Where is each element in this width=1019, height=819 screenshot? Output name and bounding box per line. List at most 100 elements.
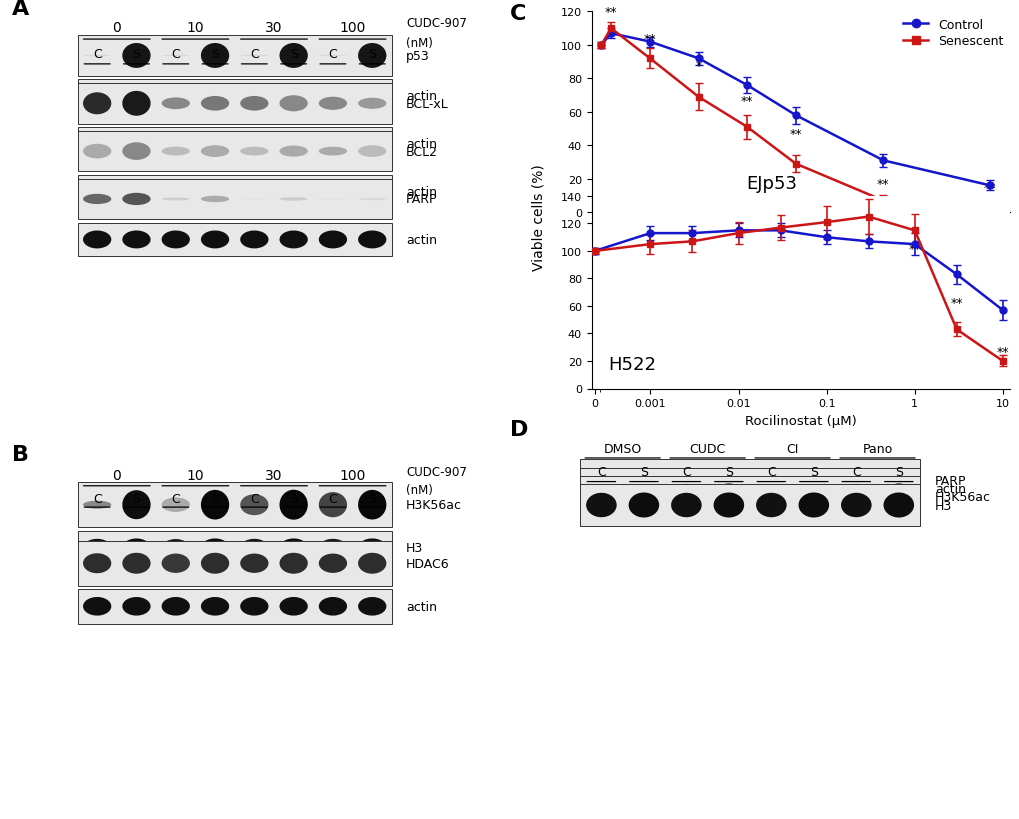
Ellipse shape bbox=[239, 88, 268, 106]
Ellipse shape bbox=[122, 231, 151, 249]
Bar bbox=[77, 590, 391, 624]
Ellipse shape bbox=[358, 136, 386, 154]
Ellipse shape bbox=[122, 539, 151, 558]
Ellipse shape bbox=[319, 231, 346, 249]
Ellipse shape bbox=[161, 56, 190, 57]
Text: BCL-xL: BCL-xL bbox=[406, 97, 448, 111]
Text: C: C bbox=[851, 466, 860, 479]
Ellipse shape bbox=[83, 554, 111, 573]
Ellipse shape bbox=[239, 136, 268, 154]
Text: 10: 10 bbox=[186, 468, 204, 483]
Ellipse shape bbox=[161, 183, 190, 201]
Ellipse shape bbox=[201, 97, 229, 111]
Text: Pano: Pano bbox=[862, 442, 892, 455]
Ellipse shape bbox=[319, 136, 346, 154]
Text: S: S bbox=[132, 493, 141, 505]
Ellipse shape bbox=[319, 183, 346, 201]
Ellipse shape bbox=[161, 147, 190, 156]
Text: S: S bbox=[368, 493, 376, 505]
Ellipse shape bbox=[161, 98, 190, 110]
Ellipse shape bbox=[161, 554, 190, 573]
Ellipse shape bbox=[201, 539, 229, 558]
Bar bbox=[77, 132, 391, 172]
Ellipse shape bbox=[358, 539, 386, 558]
Text: actin: actin bbox=[406, 233, 436, 247]
Ellipse shape bbox=[239, 199, 268, 201]
Bar bbox=[580, 460, 919, 502]
Text: PARP: PARP bbox=[406, 193, 437, 206]
Ellipse shape bbox=[201, 597, 229, 616]
Ellipse shape bbox=[161, 231, 190, 249]
Ellipse shape bbox=[358, 146, 386, 158]
Text: H3: H3 bbox=[406, 541, 423, 554]
Ellipse shape bbox=[841, 470, 871, 492]
Text: CUDC-907: CUDC-907 bbox=[406, 466, 467, 479]
Text: **: ** bbox=[643, 33, 655, 46]
Ellipse shape bbox=[122, 92, 151, 116]
Text: 100: 100 bbox=[339, 468, 366, 483]
Ellipse shape bbox=[319, 56, 346, 57]
Text: C: C bbox=[171, 493, 180, 505]
Ellipse shape bbox=[279, 184, 308, 201]
Ellipse shape bbox=[713, 493, 744, 518]
Ellipse shape bbox=[239, 183, 268, 201]
Ellipse shape bbox=[841, 478, 871, 500]
Ellipse shape bbox=[358, 597, 386, 616]
Ellipse shape bbox=[279, 147, 308, 157]
Ellipse shape bbox=[239, 56, 268, 57]
Text: C: C bbox=[93, 493, 102, 505]
Ellipse shape bbox=[713, 478, 744, 500]
Ellipse shape bbox=[122, 597, 151, 616]
Ellipse shape bbox=[798, 478, 828, 500]
Ellipse shape bbox=[83, 231, 111, 249]
Ellipse shape bbox=[279, 198, 308, 201]
Text: (nM): (nM) bbox=[406, 37, 432, 50]
Text: HDAC6: HDAC6 bbox=[406, 557, 449, 570]
Text: H3: H3 bbox=[934, 499, 952, 512]
Text: Viable cells (%): Viable cells (%) bbox=[531, 164, 545, 270]
Text: 30: 30 bbox=[265, 21, 282, 35]
Bar bbox=[77, 224, 391, 256]
Ellipse shape bbox=[279, 231, 308, 249]
Text: 0: 0 bbox=[112, 468, 121, 483]
Ellipse shape bbox=[671, 493, 701, 518]
Ellipse shape bbox=[671, 484, 701, 510]
Ellipse shape bbox=[201, 184, 229, 201]
Ellipse shape bbox=[239, 554, 268, 573]
Bar bbox=[77, 179, 391, 220]
Ellipse shape bbox=[122, 553, 151, 574]
Bar bbox=[77, 531, 391, 565]
Ellipse shape bbox=[201, 231, 229, 249]
Bar bbox=[77, 80, 391, 114]
Ellipse shape bbox=[882, 484, 913, 511]
Ellipse shape bbox=[628, 496, 658, 498]
Ellipse shape bbox=[201, 136, 229, 154]
Text: EJp53: EJp53 bbox=[746, 175, 797, 193]
Ellipse shape bbox=[713, 470, 744, 492]
Ellipse shape bbox=[713, 484, 744, 511]
Ellipse shape bbox=[279, 539, 308, 558]
Ellipse shape bbox=[201, 491, 229, 520]
Ellipse shape bbox=[161, 198, 190, 201]
Ellipse shape bbox=[586, 470, 616, 492]
Text: C: C bbox=[510, 4, 526, 24]
Bar bbox=[580, 468, 919, 510]
Ellipse shape bbox=[319, 88, 346, 105]
Ellipse shape bbox=[83, 539, 111, 557]
Bar bbox=[580, 476, 919, 518]
Text: **: ** bbox=[908, 242, 920, 256]
Text: S: S bbox=[725, 466, 732, 479]
Ellipse shape bbox=[201, 44, 229, 69]
Text: BCL2: BCL2 bbox=[406, 146, 437, 158]
Ellipse shape bbox=[83, 56, 111, 57]
Text: **: ** bbox=[740, 95, 753, 107]
Ellipse shape bbox=[239, 231, 268, 249]
Text: *: * bbox=[695, 60, 701, 73]
Text: H3K56ac: H3K56ac bbox=[934, 491, 990, 504]
Ellipse shape bbox=[628, 478, 658, 500]
Ellipse shape bbox=[319, 597, 346, 616]
Ellipse shape bbox=[122, 136, 151, 154]
Ellipse shape bbox=[239, 597, 268, 616]
Text: 0: 0 bbox=[112, 21, 121, 35]
Text: C: C bbox=[596, 466, 605, 479]
